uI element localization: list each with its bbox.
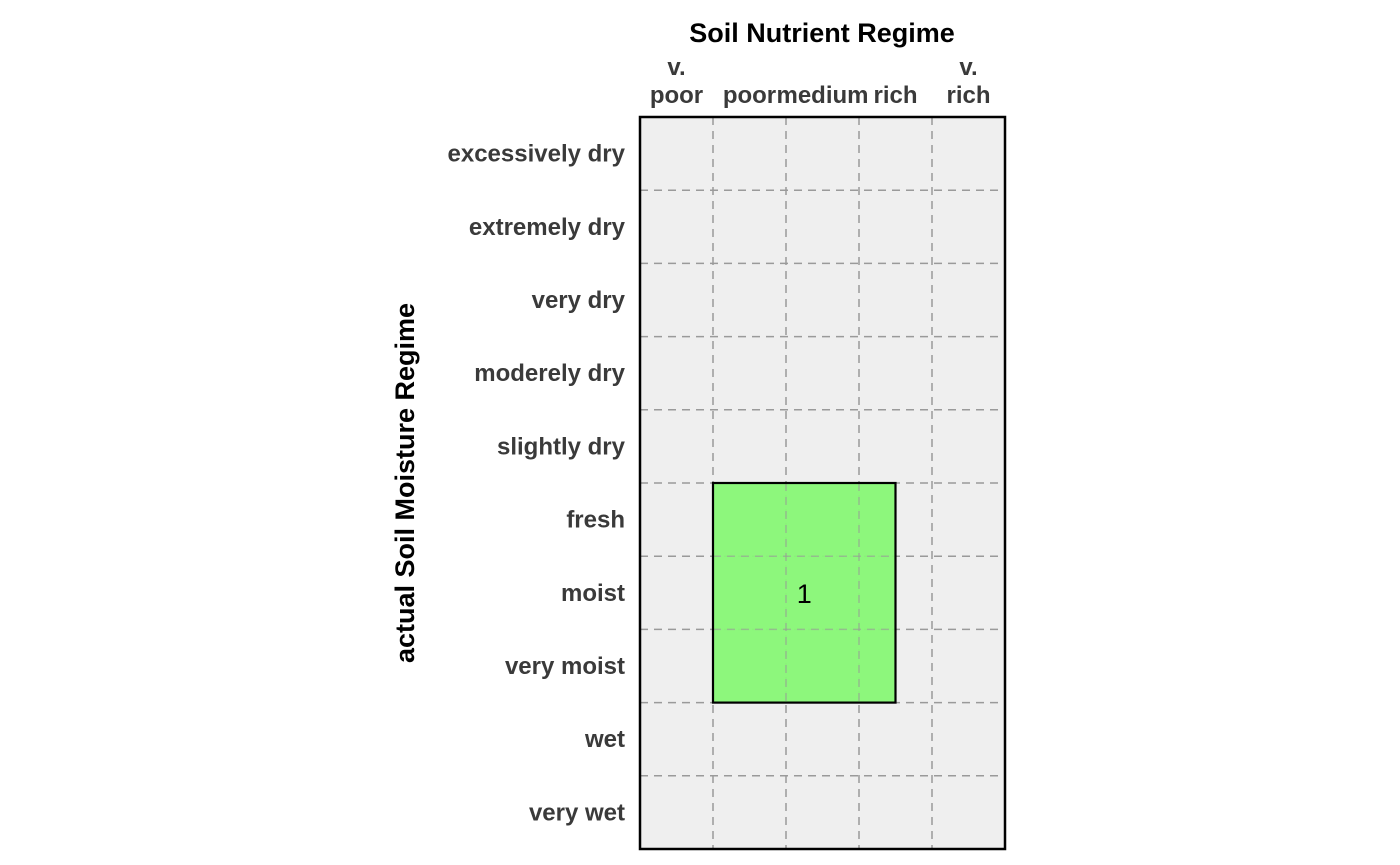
region-1-fill: [713, 483, 896, 703]
x-tick-label: medium: [776, 82, 868, 109]
y-tick-label: slightly dry: [497, 433, 626, 460]
x-tick-labels: v. poor poor medium rich v. rich: [650, 54, 991, 109]
y-tick-label: wet: [584, 726, 625, 753]
y-axis-label: actual Soil Moisture Regime: [390, 303, 420, 663]
y-tick-label: very wet: [529, 799, 625, 826]
plot-frame: [638, 115, 1007, 851]
x-tick-label: poor: [723, 82, 776, 109]
y-tick-labels: excessively dry extremely dry very dry mode…: [448, 141, 626, 827]
y-tick-label: fresh: [566, 507, 625, 534]
y-tick-label: excessively dry: [448, 141, 626, 168]
x-tick-label: v. poor: [650, 54, 703, 109]
y-tick-label: moderely dry: [474, 360, 625, 387]
regions: 1: [711, 481, 897, 704]
x-tick-label: rich: [873, 82, 917, 109]
chart-title: Soil Nutrient Regime: [689, 18, 955, 48]
y-tick-label: very dry: [532, 287, 626, 314]
y-tick-label: very moist: [505, 653, 625, 680]
region-label: 1: [797, 579, 812, 609]
region-1-border: [711, 481, 897, 704]
x-tick-label: v. rich: [946, 54, 990, 109]
y-tick-label: moist: [561, 580, 625, 607]
y-tick-label: extremely dry: [469, 214, 626, 241]
